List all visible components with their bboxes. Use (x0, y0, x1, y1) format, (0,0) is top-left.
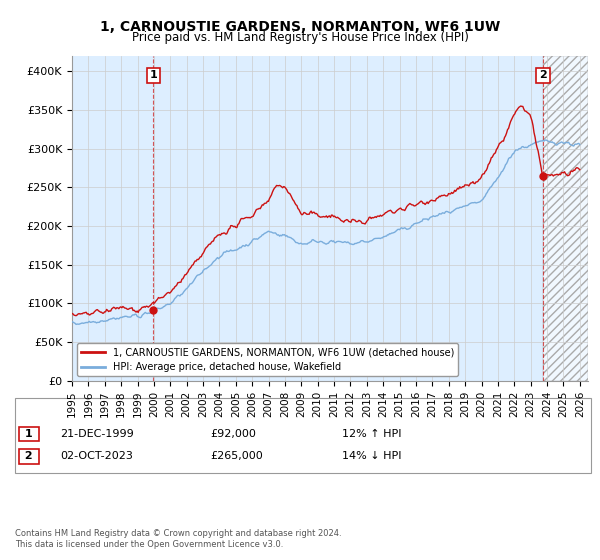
Text: 21-DEC-1999: 21-DEC-1999 (60, 429, 134, 439)
Text: 1: 1 (21, 429, 37, 439)
Legend: 1, CARNOUSTIE GARDENS, NORMANTON, WF6 1UW (detached house), HPI: Average price, : 1, CARNOUSTIE GARDENS, NORMANTON, WF6 1U… (77, 343, 458, 376)
Text: 2: 2 (21, 451, 37, 461)
Text: 1: 1 (149, 71, 157, 80)
Text: 2: 2 (539, 71, 547, 80)
Text: £265,000: £265,000 (210, 451, 263, 461)
Text: Price paid vs. HM Land Registry's House Price Index (HPI): Price paid vs. HM Land Registry's House … (131, 31, 469, 44)
Text: 02-OCT-2023: 02-OCT-2023 (60, 451, 133, 461)
Bar (543, 56, 588, 381)
Text: £92,000: £92,000 (210, 429, 256, 439)
Text: 1, CARNOUSTIE GARDENS, NORMANTON, WF6 1UW: 1, CARNOUSTIE GARDENS, NORMANTON, WF6 1U… (100, 20, 500, 34)
Text: 12% ↑ HPI: 12% ↑ HPI (342, 429, 401, 439)
Bar (543, 56, 588, 381)
Text: Contains HM Land Registry data © Crown copyright and database right 2024.
This d: Contains HM Land Registry data © Crown c… (15, 529, 341, 549)
Text: 14% ↓ HPI: 14% ↓ HPI (342, 451, 401, 461)
